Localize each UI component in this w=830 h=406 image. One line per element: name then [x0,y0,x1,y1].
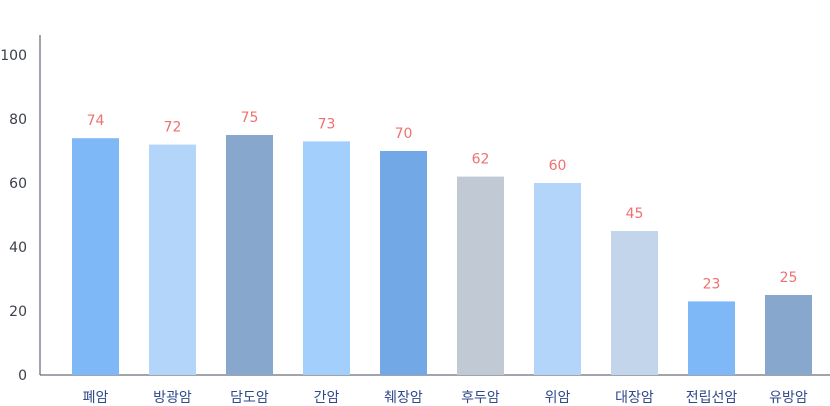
bar [688,301,735,375]
category-label: 대장암 [615,390,654,406]
data-label: 62 [472,152,490,168]
data-label: 70 [395,126,413,142]
category-label: 전립선암 [686,390,738,406]
y-tick-label: 60 [9,176,27,192]
y-tick-label: 20 [9,304,27,320]
bar [457,176,504,375]
category-labels: 폐암 방광암 담도암 간암 췌장암 후두암 위암 대장암 전립선암 유방암 [83,390,808,406]
y-tick-labels: 0 20 40 60 80 100 [0,48,27,384]
bars [72,135,812,375]
bar [72,138,119,375]
category-label: 췌장암 [384,390,423,406]
data-label: 60 [549,158,567,174]
data-label: 25 [780,270,798,286]
y-tick-label: 100 [0,48,27,64]
category-label: 간암 [314,390,340,406]
data-label: 73 [318,116,336,132]
category-label: 방광암 [153,390,192,406]
category-label: 유방암 [769,390,808,406]
y-tick-label: 80 [9,112,27,128]
bar [380,151,427,375]
data-label: 45 [626,206,644,222]
category-label: 위암 [545,390,571,406]
data-label: 75 [241,110,259,126]
y-tick-label: 40 [9,240,27,256]
data-label: 74 [87,113,105,129]
category-label: 담도암 [230,390,269,406]
bar [765,295,812,375]
bar [303,141,350,375]
y-tick-label: 0 [18,368,27,384]
data-labels: 74 72 75 73 70 62 60 45 23 25 [87,110,798,292]
category-label: 폐암 [83,390,109,406]
bar [534,183,581,375]
bar [149,144,196,375]
category-label: 후두암 [461,390,500,406]
data-label: 23 [703,276,721,292]
bar [226,135,273,375]
bar [611,231,658,375]
data-label: 72 [164,120,182,136]
